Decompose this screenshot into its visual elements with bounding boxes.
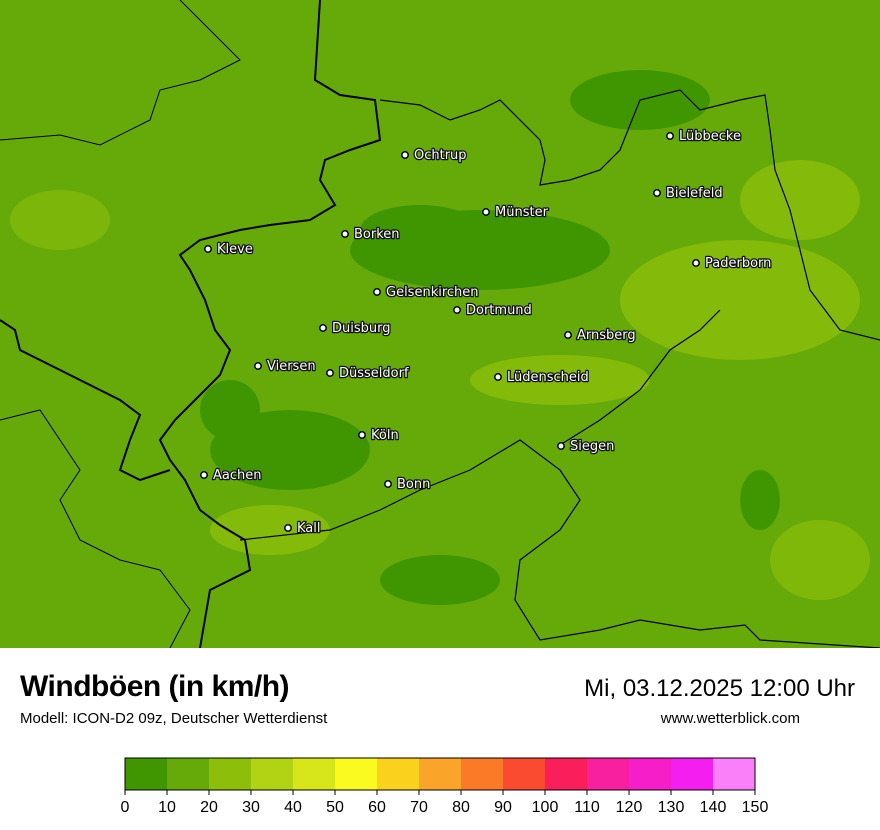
legend-tick-label: 20 — [200, 799, 218, 816]
city-duisburg: Duisburg — [319, 320, 392, 337]
legend-tick-label: 90 — [494, 799, 512, 816]
legend-tick-label: 60 — [368, 799, 386, 816]
legend-tick-label: 30 — [242, 799, 260, 816]
city-dot-icon — [401, 151, 409, 159]
city-lüdenscheid: Lüdenscheid — [494, 369, 590, 386]
city-düsseldorf: Düsseldorf — [326, 365, 410, 382]
city-label: Düsseldorf — [339, 366, 409, 381]
legend-bin — [461, 758, 503, 790]
color-legend: 0 10 20 30 40 50 60 70 80 90 100 110 120 130 140 150 — [121, 757, 769, 816]
city-label: Kleve — [217, 242, 253, 257]
city-paderborn: Paderborn — [692, 255, 773, 272]
city-dot-icon — [384, 480, 392, 488]
forecast-datetime: Mi, 03.12.2025 12:00 Uhr — [584, 675, 855, 702]
legend-bin — [713, 758, 755, 790]
legend-tick-label: 110 — [574, 799, 600, 816]
legend-bin — [629, 758, 671, 790]
legend-bin — [209, 758, 251, 790]
legend-tick-label: 40 — [284, 799, 302, 816]
legend-bin — [419, 758, 461, 790]
legend-tick-label: 100 — [532, 799, 559, 816]
legend-tick-label: 0 — [121, 799, 130, 816]
legend-bin — [167, 758, 209, 790]
city-dot-icon — [200, 471, 208, 479]
city-viersen: Viersen — [254, 358, 317, 375]
legend-tick-label: 50 — [326, 799, 344, 816]
city-dot-icon — [692, 259, 700, 267]
model-source: Modell: ICON-D2 09z, Deutscher Wetterdie… — [20, 710, 328, 727]
borders — [0, 0, 880, 648]
city-label: Gelsenkirchen — [386, 285, 479, 300]
city-dot-icon — [319, 324, 327, 332]
city-label: Borken — [354, 227, 400, 242]
legend-tick-label: 130 — [658, 799, 685, 816]
website-link[interactable]: www.wetterblick.com — [660, 710, 800, 727]
legend-bin — [671, 758, 713, 790]
legend-bin — [125, 758, 167, 790]
wind-field — [10, 70, 870, 605]
city-arnsberg: Arnsberg — [564, 327, 637, 344]
legend-bin — [251, 758, 293, 790]
city-dot-icon — [666, 132, 674, 140]
city-dot-icon — [482, 208, 490, 216]
city-dot-icon — [564, 331, 572, 339]
city-dot-icon — [204, 245, 212, 253]
city-label: Münster — [495, 205, 549, 220]
city-dot-icon — [326, 369, 334, 377]
legend-tick-label: 80 — [452, 799, 470, 816]
city-label: Dortmund — [466, 303, 532, 318]
city-dot-icon — [557, 442, 565, 450]
legend-tick-label: 150 — [742, 799, 769, 816]
wind-gust-map: Lübbecke Ochtrup Bielefeld Münster Borken Kle… — [0, 0, 880, 648]
legend-frame — [124, 757, 756, 791]
city-gelsenkirchen: Gelsenkirchen — [373, 284, 480, 301]
city-dot-icon — [341, 230, 349, 238]
city-label: Bonn — [397, 477, 430, 492]
map-title: Windböen (in km/h) — [20, 670, 290, 703]
city-label: Paderborn — [705, 256, 771, 271]
city-label: Kall — [297, 521, 321, 536]
legend-bin — [503, 758, 545, 790]
city-label: Siegen — [570, 439, 614, 454]
city-dot-icon — [653, 189, 661, 197]
legend-bin — [293, 758, 335, 790]
city-münster: Münster — [482, 204, 550, 221]
legend-tick-label: 140 — [700, 799, 727, 816]
legend-bin — [587, 758, 629, 790]
city-dot-icon — [284, 524, 292, 532]
city-dot-icon — [494, 373, 502, 381]
legend-tick-label: 10 — [158, 799, 176, 816]
city-dot-icon — [254, 362, 262, 370]
city-label: Lübbecke — [679, 129, 741, 144]
city-borken: Borken — [341, 226, 401, 243]
legend-bin — [377, 758, 419, 790]
city-siegen: Siegen — [557, 438, 616, 455]
city-dot-icon — [358, 431, 366, 439]
city-ochtrup: Ochtrup — [401, 147, 468, 164]
city-lübbecke: Lübbecke — [666, 128, 742, 145]
legend-bin — [545, 758, 587, 790]
city-dortmund: Dortmund — [453, 302, 533, 319]
city-label: Duisburg — [332, 321, 391, 336]
city-dot-icon — [453, 306, 461, 314]
city-markers: Lübbecke Ochtrup Bielefeld Münster Borken Kle… — [200, 128, 773, 537]
city-bielefeld: Bielefeld — [653, 185, 724, 202]
city-label: Köln — [371, 428, 399, 443]
legend-tick-label: 120 — [616, 799, 643, 816]
city-dot-icon — [373, 288, 381, 296]
city-label: Bielefeld — [666, 186, 723, 201]
city-label: Lüdenscheid — [507, 370, 589, 385]
city-label: Aachen — [213, 468, 261, 483]
city-aachen: Aachen — [200, 467, 263, 484]
city-bonn: Bonn — [384, 476, 432, 493]
city-kleve: Kleve — [204, 241, 254, 258]
legend-tick-label: 70 — [410, 799, 428, 816]
city-label: Ochtrup — [414, 148, 467, 163]
city-köln: Köln — [358, 427, 400, 444]
city-kall: Kall — [284, 520, 322, 537]
city-label: Arnsberg — [577, 328, 636, 343]
legend-bin — [335, 758, 377, 790]
city-label: Viersen — [267, 359, 316, 374]
